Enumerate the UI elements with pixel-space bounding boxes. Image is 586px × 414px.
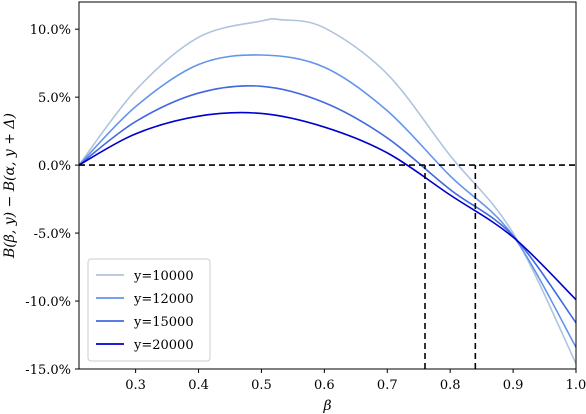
legend: y=10000 y=12000 y=15000 y=20000: [87, 258, 211, 362]
x-tick-label: 0.4: [188, 378, 209, 393]
plot-frame: [78, 1, 577, 370]
y-tick-label: 10.0%: [30, 23, 71, 38]
series-line-y-20000: [78, 111, 577, 301]
y-axis-ticks: -15.0% -10.0% -5.0% 0.0% 5.0% 10.0%: [25, 23, 79, 378]
series-line-y-15000: [78, 85, 577, 324]
x-tick-label: 0.3: [125, 378, 146, 393]
legend-frame: [87, 258, 211, 362]
x-tick-label: 0.8: [440, 378, 461, 393]
x-tick-label: 0.7: [377, 378, 398, 393]
y-tick-label: 0.0%: [38, 159, 71, 174]
x-tick-label: 0.5: [251, 378, 272, 393]
y-tick-label: 5.0%: [38, 91, 71, 106]
y-axis-title: B(β, y) − B(α, y + Δ): [2, 113, 18, 259]
plot-lines: [78, 18, 577, 364]
y-tick-label: -10.0%: [25, 295, 71, 310]
reference-lines: [79, 164, 576, 369]
x-tick-label: 1.0: [566, 378, 586, 393]
legend-label-y-20000: y=20000: [133, 338, 194, 353]
legend-label-y-12000: y=12000: [133, 292, 194, 307]
legend-label-y-15000: y=15000: [133, 315, 194, 330]
series-line-y-12000: [78, 54, 577, 348]
legend-label-y-10000: y=10000: [133, 269, 194, 284]
x-axis-ticks: 0.3 0.4 0.5 0.6 0.7 0.8 0.9 1.0: [125, 369, 586, 393]
series-line-y-10000: [78, 18, 577, 364]
y-tick-label: -5.0%: [34, 227, 71, 242]
x-tick-label: 0.6: [314, 378, 335, 393]
x-tick-label: 0.9: [503, 378, 524, 393]
y-tick-label: -15.0%: [25, 363, 71, 378]
x-axis-title: β: [322, 398, 331, 414]
